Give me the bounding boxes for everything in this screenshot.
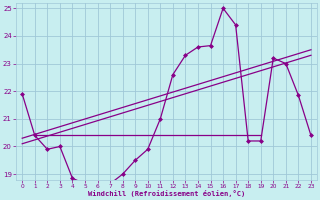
X-axis label: Windchill (Refroidissement éolien,°C): Windchill (Refroidissement éolien,°C) (88, 190, 245, 197)
